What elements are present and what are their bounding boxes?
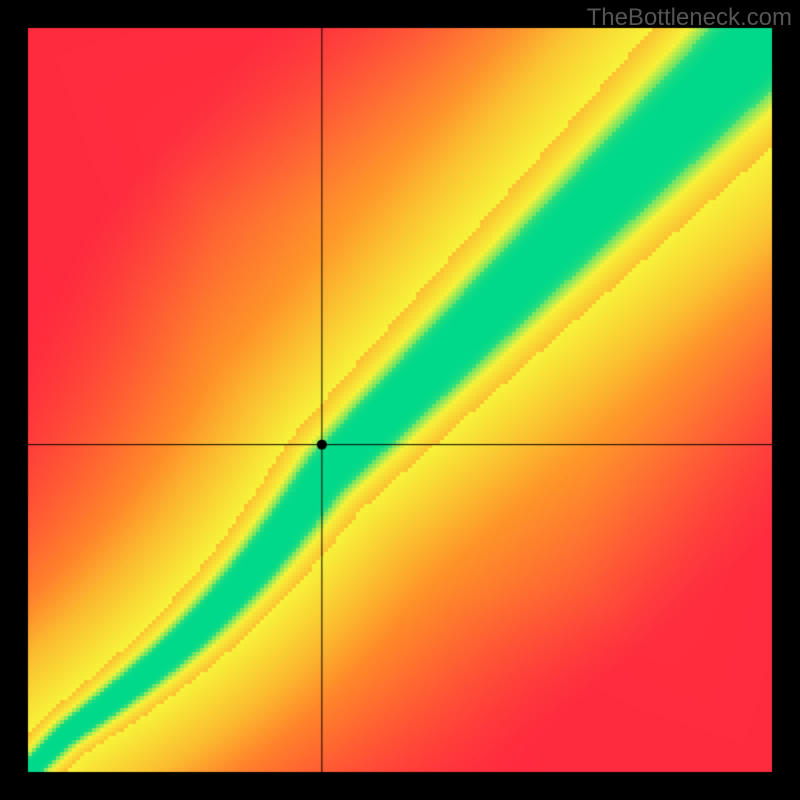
bottleneck-heatmap	[0, 0, 800, 800]
chart-container: TheBottleneck.com	[0, 0, 800, 800]
watermark-text: TheBottleneck.com	[587, 4, 792, 32]
